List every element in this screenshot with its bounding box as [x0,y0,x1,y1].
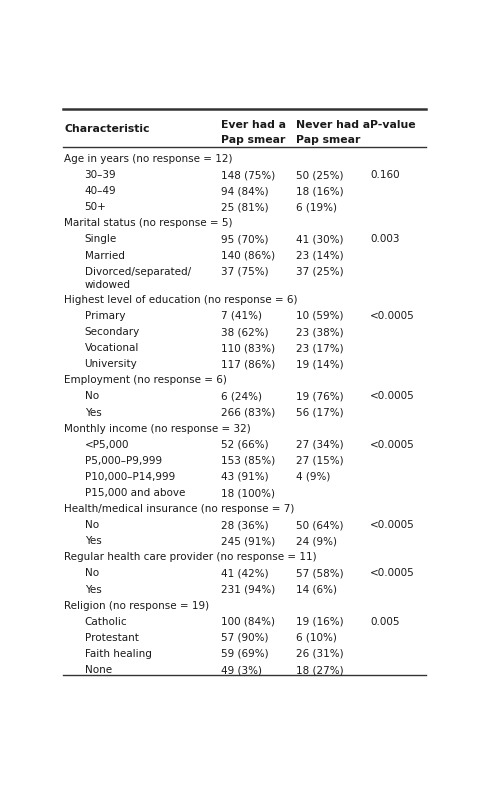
Text: Pap smear: Pap smear [221,135,285,145]
Text: 0.160: 0.160 [370,170,400,180]
Text: Monthly income (no response = 32): Monthly income (no response = 32) [64,423,251,433]
Text: 57 (90%): 57 (90%) [221,632,268,642]
Text: 6 (19%): 6 (19%) [296,202,337,212]
Text: 38 (62%): 38 (62%) [221,327,269,336]
Text: 28 (36%): 28 (36%) [221,520,269,529]
Text: 153 (85%): 153 (85%) [221,455,275,465]
Text: 37 (75%): 37 (75%) [221,267,269,276]
Text: 19 (76%): 19 (76%) [296,391,344,401]
Text: 57 (58%): 57 (58%) [296,568,344,578]
Text: 95 (70%): 95 (70%) [221,234,268,244]
Text: <P5,000: <P5,000 [85,439,129,449]
Text: University: University [85,359,137,369]
Text: No: No [85,520,98,529]
Text: 6 (10%): 6 (10%) [296,632,337,642]
Text: 4 (9%): 4 (9%) [296,471,330,481]
Text: <0.0005: <0.0005 [370,311,415,320]
Text: Characteristic: Characteristic [64,124,150,133]
Text: 23 (17%): 23 (17%) [296,343,344,353]
Text: 59 (69%): 59 (69%) [221,648,269,658]
Text: Yes: Yes [85,536,101,545]
Text: <0.0005: <0.0005 [370,520,415,529]
Text: Secondary: Secondary [85,327,140,336]
Text: Divorced/separated/: Divorced/separated/ [85,267,191,276]
Text: 23 (14%): 23 (14%) [296,251,344,260]
Text: <0.0005: <0.0005 [370,439,415,449]
Text: Vocational: Vocational [85,343,139,353]
Text: Pap smear: Pap smear [296,135,360,145]
Text: 110 (83%): 110 (83%) [221,343,275,353]
Text: 27 (34%): 27 (34%) [296,439,344,449]
Text: Faith healing: Faith healing [85,648,152,658]
Text: 18 (27%): 18 (27%) [296,664,344,675]
Text: 37 (25%): 37 (25%) [296,267,344,276]
Text: 27 (15%): 27 (15%) [296,455,344,465]
Text: No: No [85,568,98,578]
Text: P15,000 and above: P15,000 and above [85,487,185,497]
Text: 0.005: 0.005 [370,616,400,626]
Text: 50 (64%): 50 (64%) [296,520,344,529]
Text: Primary: Primary [85,311,125,320]
Text: 117 (86%): 117 (86%) [221,359,275,369]
Text: Never had a: Never had a [296,120,370,130]
Text: 10 (59%): 10 (59%) [296,311,344,320]
Text: 19 (16%): 19 (16%) [296,616,344,626]
Text: <0.0005: <0.0005 [370,391,415,401]
Text: Highest level of education (no response = 6): Highest level of education (no response … [64,295,298,304]
Text: <0.0005: <0.0005 [370,568,415,578]
Text: 26 (31%): 26 (31%) [296,648,344,658]
Text: 18 (100%): 18 (100%) [221,487,275,497]
Text: 52 (66%): 52 (66%) [221,439,269,449]
Text: No: No [85,391,98,401]
Text: 25 (81%): 25 (81%) [221,202,269,212]
Text: Single: Single [85,234,117,244]
Text: Employment (no response = 6): Employment (no response = 6) [64,375,227,385]
Text: 40–49: 40–49 [85,186,116,196]
Text: P10,000–P14,999: P10,000–P14,999 [85,471,175,481]
Text: Marital status (no response = 5): Marital status (no response = 5) [64,218,233,228]
Text: Religion (no response = 19): Religion (no response = 19) [64,600,209,610]
Text: P5,000–P9,999: P5,000–P9,999 [85,455,162,465]
Text: 266 (83%): 266 (83%) [221,407,275,417]
Text: 56 (17%): 56 (17%) [296,407,344,417]
Text: 18 (16%): 18 (16%) [296,186,344,196]
Text: Yes: Yes [85,407,101,417]
Text: 23 (38%): 23 (38%) [296,327,344,336]
Text: 231 (94%): 231 (94%) [221,584,275,594]
Text: 50+: 50+ [85,202,106,212]
Text: 30–39: 30–39 [85,170,116,180]
Text: 7 (41%): 7 (41%) [221,311,262,320]
Text: Age in years (no response = 12): Age in years (no response = 12) [64,154,233,164]
Text: 245 (91%): 245 (91%) [221,536,275,545]
Text: Regular health care provider (no response = 11): Regular health care provider (no respons… [64,552,317,561]
Text: Married: Married [85,251,124,260]
Text: 50 (25%): 50 (25%) [296,170,344,180]
Text: None: None [85,664,112,675]
Text: 41 (42%): 41 (42%) [221,568,269,578]
Text: 43 (91%): 43 (91%) [221,471,269,481]
Text: Catholic: Catholic [85,616,127,626]
Text: 94 (84%): 94 (84%) [221,186,269,196]
Text: 41 (30%): 41 (30%) [296,234,344,244]
Text: 49 (3%): 49 (3%) [221,664,262,675]
Text: Yes: Yes [85,584,101,594]
Text: Health/medical insurance (no response = 7): Health/medical insurance (no response = … [64,503,294,513]
Text: widowed: widowed [85,279,130,289]
Text: 148 (75%): 148 (75%) [221,170,275,180]
Text: 14 (6%): 14 (6%) [296,584,337,594]
Text: Ever had a: Ever had a [221,120,286,130]
Text: 19 (14%): 19 (14%) [296,359,344,369]
Text: 0.003: 0.003 [370,234,400,244]
Text: P-value: P-value [370,120,416,130]
Text: 6 (24%): 6 (24%) [221,391,262,401]
Text: 100 (84%): 100 (84%) [221,616,275,626]
Text: 24 (9%): 24 (9%) [296,536,337,545]
Text: 140 (86%): 140 (86%) [221,251,275,260]
Text: Protestant: Protestant [85,632,139,642]
